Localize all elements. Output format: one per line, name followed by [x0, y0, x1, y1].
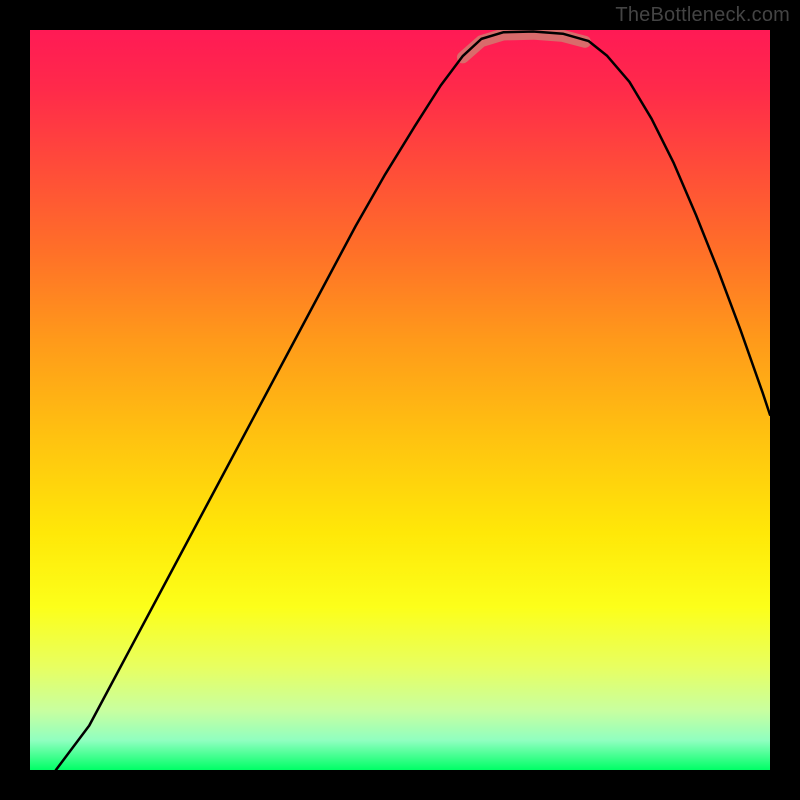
- watermark-text: TheBottleneck.com: [615, 4, 790, 27]
- chart-container: TheBottleneck.com: [0, 0, 800, 800]
- chart-svg: [30, 30, 770, 770]
- plot-area: [30, 30, 770, 770]
- gradient-background: [30, 30, 770, 770]
